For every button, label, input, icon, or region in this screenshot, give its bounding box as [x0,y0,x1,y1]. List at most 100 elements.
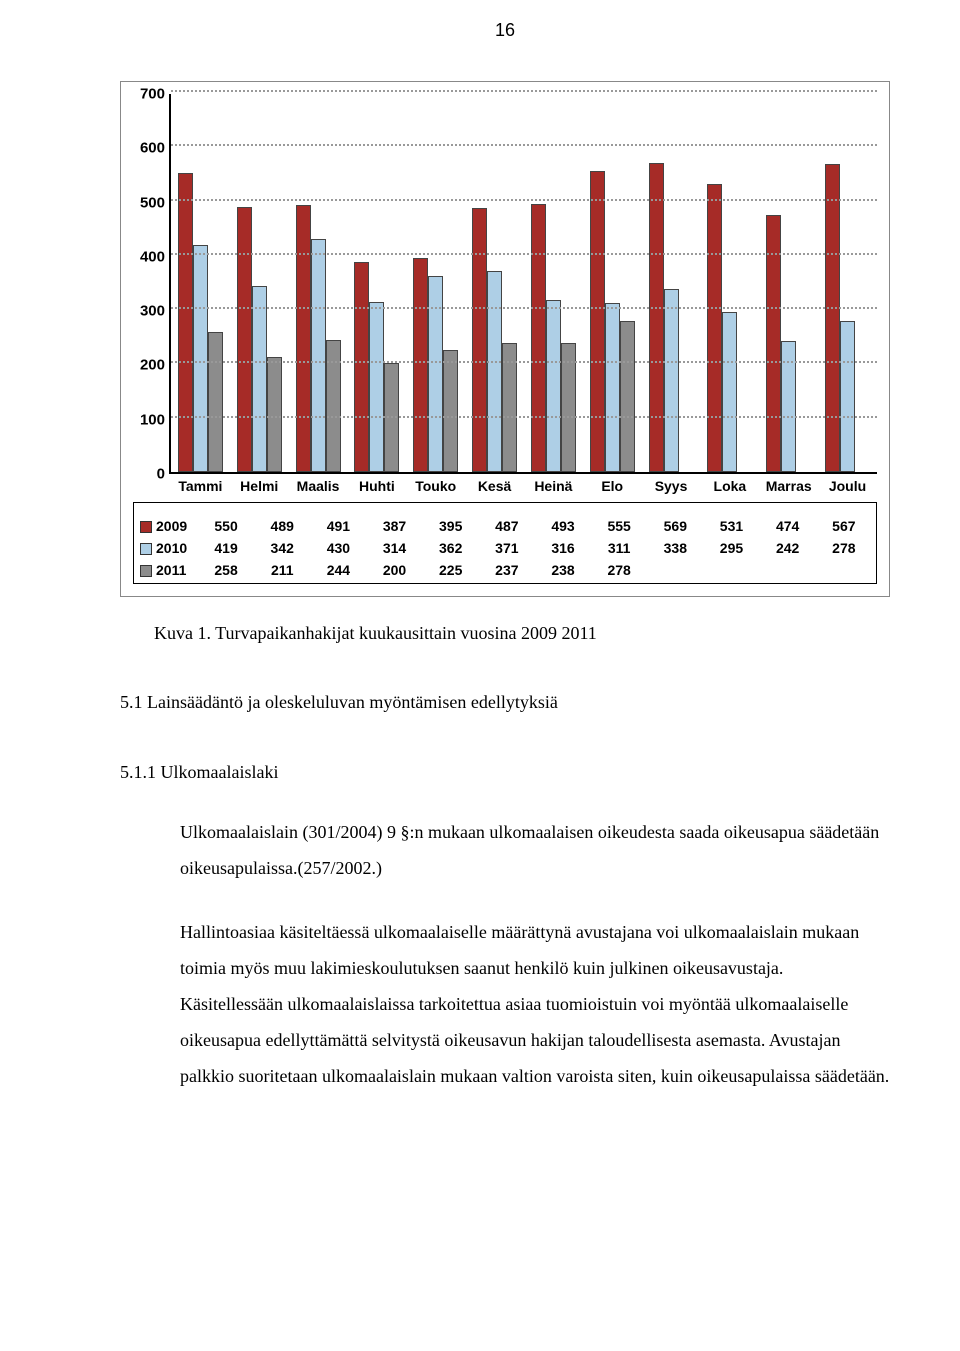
x-axis-label: Kesä [465,478,524,494]
paragraph: Hallintoasiaa käsiteltäessä ulkomaalaise… [180,914,890,1094]
bar [443,350,458,472]
data-cell: 362 [423,537,479,559]
data-cell: 314 [366,537,422,559]
data-cell: 430 [310,537,366,559]
chart-plot [171,94,877,474]
data-cell: 493 [535,515,591,537]
data-cell [703,559,759,581]
bar [369,302,384,472]
y-axis: 0100200300400500600700 [133,94,171,474]
gridline [171,416,877,418]
x-axis-label: Tammi [171,478,230,494]
data-cell: 555 [591,515,647,537]
data-cell: 242 [760,537,816,559]
data-cell: 338 [647,537,703,559]
bar [620,321,635,472]
bar [825,164,840,472]
data-cell: 311 [591,537,647,559]
data-cell: 238 [535,559,591,581]
gridline [171,90,877,92]
data-cell: 237 [479,559,535,581]
body-text: 5.1 Lainsäädäntö ja oleskeluluvan myöntä… [120,684,890,1094]
y-tick-label: 200 [140,357,165,374]
x-axis-label: Maalis [289,478,348,494]
bar [840,321,855,472]
data-cell [647,559,703,581]
x-axis-label: Huhti [347,478,406,494]
page: 16 0100200300400500600700 TammiHelmiMaal… [0,0,960,1182]
data-cell: 567 [816,515,872,537]
bar [546,300,561,472]
y-tick-label: 300 [140,303,165,320]
bar [296,205,311,472]
data-cell: 550 [198,515,254,537]
x-axis-label: Marras [759,478,818,494]
page-number: 16 [120,20,890,41]
data-table-container: 2009550489491387395487493555569531474567… [133,502,877,584]
bar-group [406,258,465,472]
data-table: 2009550489491387395487493555569531474567… [138,515,872,581]
bar-group [465,208,524,472]
bar [590,171,605,472]
bar-group [289,205,348,472]
x-axis-label: Helmi [230,478,289,494]
bar [178,173,193,472]
bar [664,289,679,472]
y-tick-label: 0 [157,466,165,483]
data-cell [816,559,872,581]
series-name-cell: 2009 [138,515,198,537]
series-name-cell: 2010 [138,537,198,559]
table-row: 2009550489491387395487493555569531474567 [138,515,872,537]
bar [311,239,326,472]
data-cell: 244 [310,559,366,581]
data-cell: 278 [591,559,647,581]
data-cell: 569 [647,515,703,537]
data-cell: 295 [703,537,759,559]
data-cell: 395 [423,515,479,537]
x-axis-labels: TammiHelmiMaalisHuhtiToukoKesäHeinäEloSy… [171,478,877,494]
y-tick-label: 100 [140,411,165,428]
bar [605,303,620,472]
bar [472,208,487,472]
bar-group [347,262,406,472]
series-name: 2010 [156,540,187,556]
bar [487,271,502,472]
legend-swatch [140,565,152,577]
x-axis-label: Joulu [818,478,877,494]
bar [208,332,223,472]
data-cell: 200 [366,559,422,581]
bar [354,262,369,472]
legend-swatch [140,543,152,555]
bar-group [642,163,701,472]
chart-area: 0100200300400500600700 [133,94,877,474]
bar [384,363,399,472]
bar [413,258,428,472]
bar [326,340,341,472]
table-row: 2011258211244200225237238278 [138,559,872,581]
table-row: 2010419342430314362371316311338295242278 [138,537,872,559]
data-cell: 489 [254,515,310,537]
y-tick-label: 400 [140,248,165,265]
data-cell: 316 [535,537,591,559]
gridline [171,253,877,255]
data-cell: 531 [703,515,759,537]
bar [237,207,252,472]
data-cell: 491 [310,515,366,537]
data-cell [760,559,816,581]
chart-container: 0100200300400500600700 TammiHelmiMaalisH… [120,81,890,597]
y-tick-label: 700 [140,86,165,103]
data-cell: 278 [816,537,872,559]
series-name: 2009 [156,518,187,534]
bar [252,286,267,472]
bar-group [230,207,289,472]
bar-group [700,184,759,472]
bar [531,204,546,472]
bar-group [524,204,583,472]
bar [781,341,796,472]
data-cell: 387 [366,515,422,537]
data-cell: 342 [254,537,310,559]
series-name-cell: 2011 [138,559,198,581]
text-indent-block: Ulkomaalaislain (301/2004) 9 §:n mukaan … [180,814,890,1094]
data-cell: 419 [198,537,254,559]
x-axis-label: Syys [642,478,701,494]
